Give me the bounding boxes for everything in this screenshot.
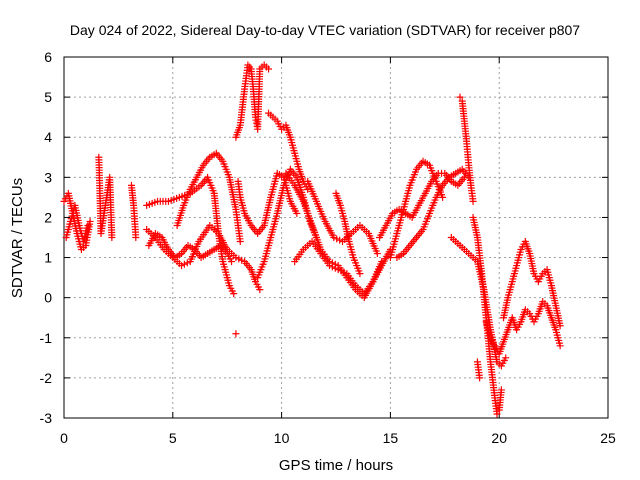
data-point [236, 238, 244, 246]
y-tick-label: -3 [40, 410, 53, 426]
data-point [356, 270, 364, 278]
data-point [86, 217, 94, 225]
x-tick-label: 25 [600, 430, 616, 446]
y-tick-label: 1 [44, 250, 52, 266]
data-point [293, 209, 301, 217]
x-tick-labels: 0 5 10 15 20 25 [60, 430, 616, 446]
data-point [265, 65, 273, 73]
data-point [493, 410, 501, 418]
data-point [256, 286, 264, 294]
y-tick-label: 2 [44, 209, 52, 225]
data-point [373, 250, 381, 258]
x-axis-label: GPS time / hours [279, 457, 393, 474]
axis-ticks [63, 56, 609, 419]
y-axis-label: SDTVAR / TECUs [9, 178, 26, 298]
x-tick-label: 15 [383, 430, 399, 446]
x-tick-label: 5 [169, 430, 177, 446]
data-points [60, 61, 564, 418]
x-tick-label: 20 [491, 430, 507, 446]
grid-lines [64, 57, 608, 418]
data-point [476, 374, 484, 382]
data-point [230, 290, 238, 298]
data-point [456, 93, 464, 101]
data-point [497, 386, 505, 394]
data-point [132, 234, 140, 241]
chart-title: Day 024 of 2022, Sidereal Day-to-day VTE… [70, 22, 580, 38]
x-tick-label: 10 [274, 430, 290, 446]
y-tick-label: 5 [44, 89, 52, 105]
y-tick-label: 6 [44, 49, 52, 65]
y-tick-label: 3 [44, 169, 52, 185]
data-point [556, 342, 564, 350]
data-point [439, 193, 447, 201]
data-point [232, 330, 240, 338]
x-tick-label: 0 [60, 430, 68, 446]
y-tick-label: -1 [40, 330, 53, 346]
y-tick-labels: -3 -2 -1 0 1 2 3 4 5 6 [40, 49, 53, 426]
data-point [108, 234, 116, 241]
data-point [84, 221, 92, 229]
data-point [556, 322, 564, 330]
y-tick-label: -2 [40, 370, 53, 386]
data-point [469, 197, 477, 205]
data-point [228, 258, 236, 266]
data-point [502, 354, 510, 362]
y-tick-label: 0 [44, 290, 52, 306]
y-tick-label: 4 [44, 129, 52, 145]
